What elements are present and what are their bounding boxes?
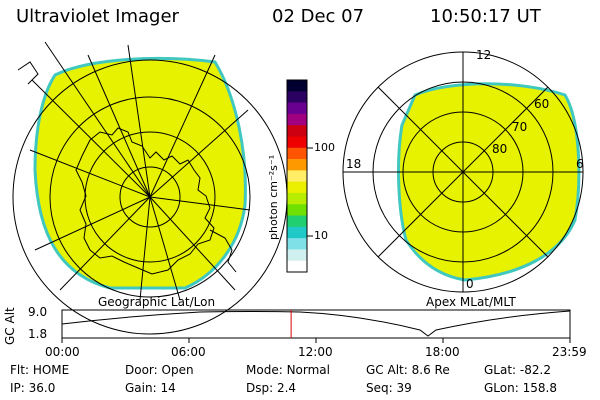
alt-xtick-4: 23:59 [552, 345, 587, 359]
status-dsp: Dsp: 2.4 [246, 381, 297, 395]
mlt-18-label: 18 [346, 157, 362, 171]
uv-emission-mlt [397, 82, 581, 282]
coastline [75, 127, 215, 275]
mlt-0-label: 0 [466, 277, 474, 291]
instrument-title: Ultraviolet Imager [16, 6, 179, 27]
time-label: 10:50:17 UT [430, 6, 541, 27]
status-door: Door: Open [125, 363, 194, 377]
colorbar-band [287, 204, 307, 217]
apex-mlt-dial [342, 51, 584, 293]
alt-ytick-lo: 1.8 [28, 327, 48, 341]
alt-ylabel: GC Alt [3, 307, 17, 345]
alt-xtick-1: 06:00 [171, 345, 206, 359]
colorbar-band [287, 113, 307, 126]
geographic-map [12, 41, 288, 335]
alt-xtick-3: 18:00 [425, 345, 460, 359]
colorbar-band [287, 170, 307, 183]
colorbar-frame [286, 79, 308, 273]
colorbar-band [287, 102, 307, 115]
date-label: 02 Dec 07 [272, 6, 365, 27]
alt-xtick-2: 12:00 [298, 345, 333, 359]
status-gain: Gain: 14 [125, 381, 176, 395]
colorbar-band [287, 91, 307, 104]
uv-emission-geo [33, 56, 247, 290]
colorbar-tick-100: 100 [314, 141, 335, 154]
colorbar-band [287, 136, 307, 149]
mlat-80-label: 80 [492, 142, 508, 156]
colorbar-band [287, 80, 307, 92]
status-mode: Mode: Normal [246, 363, 330, 377]
colorbar-band [287, 249, 307, 262]
colorbar-band [287, 159, 307, 171]
colorbar [286, 79, 308, 273]
status-glon: GLon: 158.8 [484, 381, 557, 395]
status-ip: IP: 36.0 [10, 381, 56, 395]
mlat-60-label: 60 [534, 97, 550, 111]
right-caption: Apex MLat/MLT [426, 295, 516, 309]
mlat-70-label: 70 [512, 120, 528, 134]
alt-ytick-hi: 9.0 [28, 305, 48, 319]
status-seq: Seq: 39 [366, 381, 412, 395]
colorbar-tick-10: 10 [314, 229, 328, 242]
colorbar-band [287, 192, 307, 205]
colorbar-band [287, 125, 307, 137]
colorbar-band [287, 215, 307, 228]
mlt-6-label: 6 [576, 157, 584, 171]
colorbar-band [287, 226, 307, 239]
colorbar-band [287, 181, 307, 194]
altitude-plot [61, 309, 571, 343]
status-glat: GLat: -82.2 [484, 363, 551, 377]
colorbar-band [287, 238, 307, 250]
status-flt: Flt: HOME [10, 363, 70, 377]
alt-xtick-0: 00:00 [45, 345, 80, 359]
colorbar-band [287, 147, 307, 160]
status-gc-alt: GC Alt: 8.6 Re [366, 363, 450, 377]
altitude-trace [61, 310, 571, 337]
colorbar-band [287, 260, 307, 273]
colorbar-unit: photon cm⁻²s⁻¹ [267, 154, 280, 240]
left-caption: Geographic Lat/Lon [98, 295, 216, 309]
mlt-12-label: 12 [476, 48, 492, 62]
